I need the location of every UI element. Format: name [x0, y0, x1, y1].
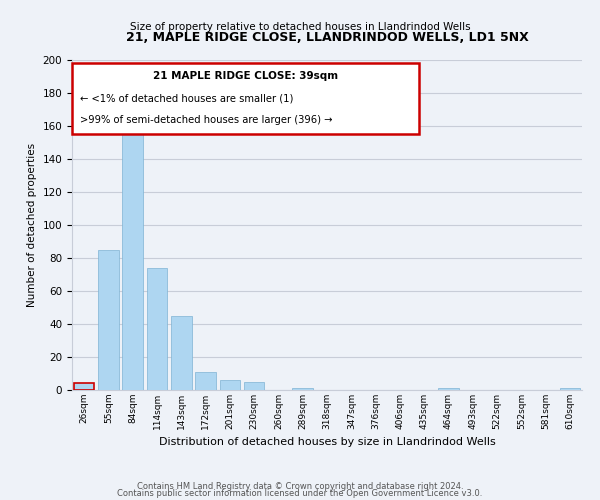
Bar [244, 382, 265, 390]
Title: 21, MAPLE RIDGE CLOSE, LLANDRINDOD WELLS, LD1 5NX: 21, MAPLE RIDGE CLOSE, LLANDRINDOD WELLS… [125, 30, 529, 44]
Text: ← <1% of detached houses are smaller (1): ← <1% of detached houses are smaller (1) [80, 94, 293, 104]
Bar [74, 384, 94, 390]
Bar [146, 268, 167, 390]
Text: >99% of semi-detached houses are larger (396) →: >99% of semi-detached houses are larger … [80, 115, 332, 125]
Text: Contains HM Land Registry data © Crown copyright and database right 2024.: Contains HM Land Registry data © Crown c… [137, 482, 463, 491]
FancyBboxPatch shape [72, 64, 419, 134]
Bar [220, 380, 240, 390]
Y-axis label: Number of detached properties: Number of detached properties [27, 143, 37, 307]
Bar [195, 372, 216, 390]
Bar [98, 250, 119, 390]
X-axis label: Distribution of detached houses by size in Llandrindod Wells: Distribution of detached houses by size … [158, 438, 496, 448]
Text: Contains public sector information licensed under the Open Government Licence v3: Contains public sector information licen… [118, 490, 482, 498]
Bar [171, 316, 191, 390]
Bar [560, 388, 580, 390]
Bar [438, 388, 459, 390]
Text: 21 MAPLE RIDGE CLOSE: 39sqm: 21 MAPLE RIDGE CLOSE: 39sqm [153, 71, 338, 81]
Bar [122, 120, 143, 390]
Text: Size of property relative to detached houses in Llandrindod Wells: Size of property relative to detached ho… [130, 22, 470, 32]
Bar [292, 388, 313, 390]
